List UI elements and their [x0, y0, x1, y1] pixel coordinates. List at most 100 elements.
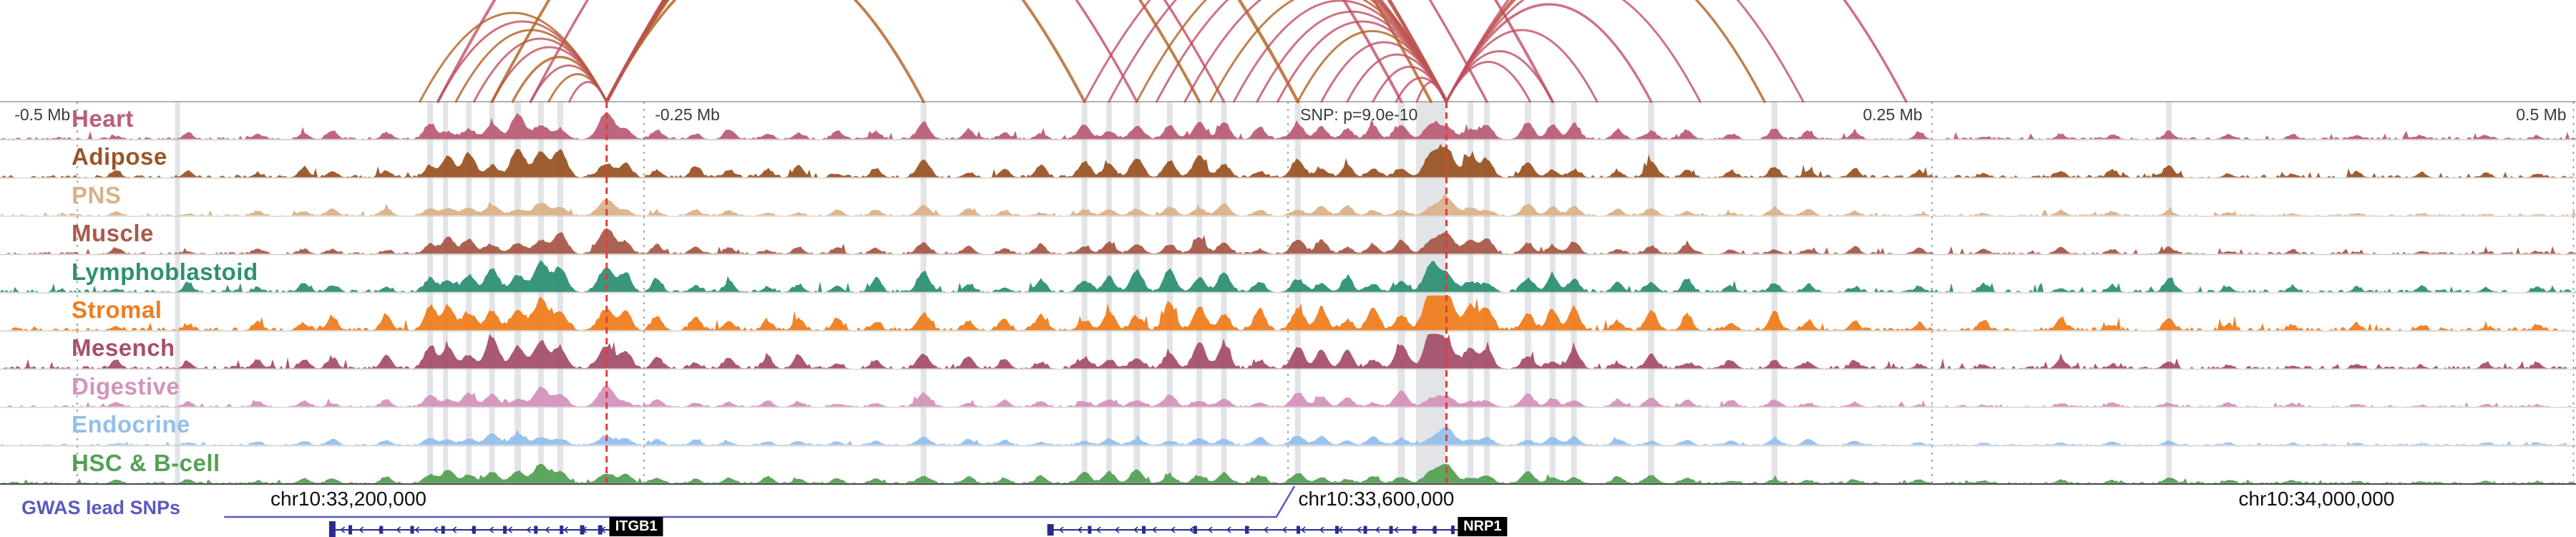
- track-label-stromal: Stromal: [72, 296, 162, 323]
- exon-itgb1: [328, 521, 336, 537]
- interaction-arc: [529, 0, 1488, 103]
- strand-arrow-icon: [545, 526, 550, 533]
- gene-label-itgb1: ITGB1: [609, 517, 663, 536]
- strand-arrow-icon: [1114, 526, 1120, 533]
- strand-arrow-icon: [1096, 526, 1101, 533]
- exon-nrp1: [1363, 526, 1367, 534]
- gwas-lead-snps-label: GWAS lead SNPs: [21, 497, 181, 518]
- strand-arrow-icon: [358, 526, 364, 533]
- axis-label-33600000: chr10:33,600,000: [1298, 488, 1455, 510]
- strand-arrow-icon: [507, 526, 513, 533]
- strand-arrow-icon: [414, 526, 420, 533]
- exon-itgb1: [534, 526, 538, 534]
- exon-itgb1: [410, 526, 414, 534]
- axis-label-34000000: chr10:34,000,000: [2238, 488, 2395, 510]
- exon-nrp1: [1335, 526, 1339, 534]
- signal-track-muscle: [0, 228, 2576, 254]
- track-label-mesench: Mesench: [72, 334, 175, 362]
- strand-arrow-icon: [1356, 526, 1362, 533]
- exon-nrp1: [1296, 526, 1300, 534]
- exon-nrp1: [1450, 526, 1455, 534]
- strand-arrow-icon: [1151, 526, 1157, 533]
- interaction-arc: [605, 0, 1403, 103]
- interaction-arc: [605, 0, 1201, 103]
- interaction-arc: [568, 81, 608, 103]
- exon-itgb1: [441, 526, 445, 534]
- exon-nrp1: [1047, 524, 1054, 536]
- interaction-arc: [1445, 0, 1805, 103]
- strand-arrow-icon: [1300, 526, 1306, 533]
- strand-arrow-icon: [1133, 526, 1138, 533]
- interaction-arc: [1415, 81, 1448, 103]
- interaction-arc: [436, 0, 1448, 103]
- track-label-muscle: Muscle: [72, 220, 154, 247]
- track-label-hsc-b-cell: HSC & B-cell: [72, 449, 220, 476]
- exon-nrp1: [1412, 526, 1416, 534]
- track-label-pns: PNS: [72, 181, 122, 208]
- strand-arrow-icon: [1207, 526, 1213, 533]
- exon-nrp1: [1193, 526, 1197, 534]
- interaction-arc: [1445, 3, 1653, 103]
- strand-arrow-icon: [563, 526, 569, 533]
- interaction-arc: [605, 0, 1086, 103]
- strand-arrow-icon: [526, 526, 532, 533]
- strand-arrow-icon: [1077, 526, 1083, 533]
- exon-nrp1: [1244, 526, 1249, 534]
- signal-track-hsc-b-cell: [0, 463, 2576, 483]
- exon-nrp1: [1088, 526, 1092, 534]
- interaction-arc: [1108, 0, 1448, 103]
- axis-label-33200000: chr10:33,200,000: [270, 488, 426, 510]
- ruler-label-half-mb: 0.5 Mb: [2516, 105, 2567, 124]
- strand-arrow-icon: [1393, 526, 1399, 533]
- strand-arrow-icon: [396, 526, 401, 533]
- signal-track-endocrine: [0, 427, 2576, 445]
- exon-nrp1: [1433, 526, 1437, 534]
- gene-label-nrp1: NRP1: [1458, 517, 1508, 536]
- strand-arrow-icon: [1375, 526, 1380, 533]
- track-label-endocrine: Endocrine: [72, 411, 190, 438]
- signal-track-heart: [0, 112, 2576, 140]
- strand-arrow-icon: [1058, 526, 1064, 533]
- snp-pvalue-label: SNP: p=9.0e-10: [1300, 105, 1418, 124]
- strand-arrow-icon: [1170, 526, 1176, 533]
- interaction-arc: [605, 0, 1448, 104]
- strand-arrow-icon: [452, 526, 457, 533]
- gwas-lead-snps-line: [224, 485, 1296, 518]
- exon-nrp1: [1389, 526, 1393, 534]
- exon-itgb1: [503, 526, 507, 534]
- track-label-adipose: Adipose: [72, 143, 167, 170]
- signal-track-adipose: [0, 144, 2576, 178]
- exon-itgb1: [597, 525, 602, 535]
- exon-itgb1: [560, 526, 564, 534]
- strand-arrow-icon: [1337, 526, 1343, 533]
- track-label-digestive: Digestive: [72, 372, 180, 400]
- signal-track-mesench: [0, 334, 2576, 369]
- strand-arrow-icon: [489, 526, 494, 533]
- strand-arrow-icon: [1282, 526, 1287, 533]
- strand-arrow-icon: [1263, 526, 1269, 533]
- interaction-arc: [1445, 0, 1702, 103]
- exon-itgb1: [348, 525, 353, 535]
- strand-arrow-icon: [433, 526, 439, 533]
- signal-track-lymphoblastoid: [0, 260, 2576, 292]
- interaction-arc: [1395, 77, 1448, 103]
- exon-itgb1: [580, 525, 585, 535]
- exon-nrp1: [1141, 526, 1146, 534]
- exon-itgb1: [379, 526, 384, 534]
- ruler-label-quarter-mb: 0.25 Mb: [1863, 105, 1923, 124]
- strand-arrow-icon: [340, 526, 346, 533]
- signal-track-digestive: [0, 385, 2576, 407]
- track-label-heart: Heart: [72, 105, 134, 132]
- track-label-lymphoblastoid: Lymphoblastoid: [72, 258, 258, 285]
- interaction-arc: [605, 0, 925, 103]
- ruler-label-minus-half-mb: -0.5 Mb: [14, 105, 71, 124]
- signal-track-stromal: [0, 295, 2576, 331]
- signal-track-pns: [0, 193, 2576, 216]
- interaction-arc: [1445, 29, 1599, 103]
- ruler-label-minus-quarter-mb: -0.25 Mb: [655, 105, 720, 124]
- strand-arrow-icon: [1189, 526, 1194, 533]
- exon-itgb1: [472, 526, 476, 534]
- strand-arrow-icon: [1319, 526, 1324, 533]
